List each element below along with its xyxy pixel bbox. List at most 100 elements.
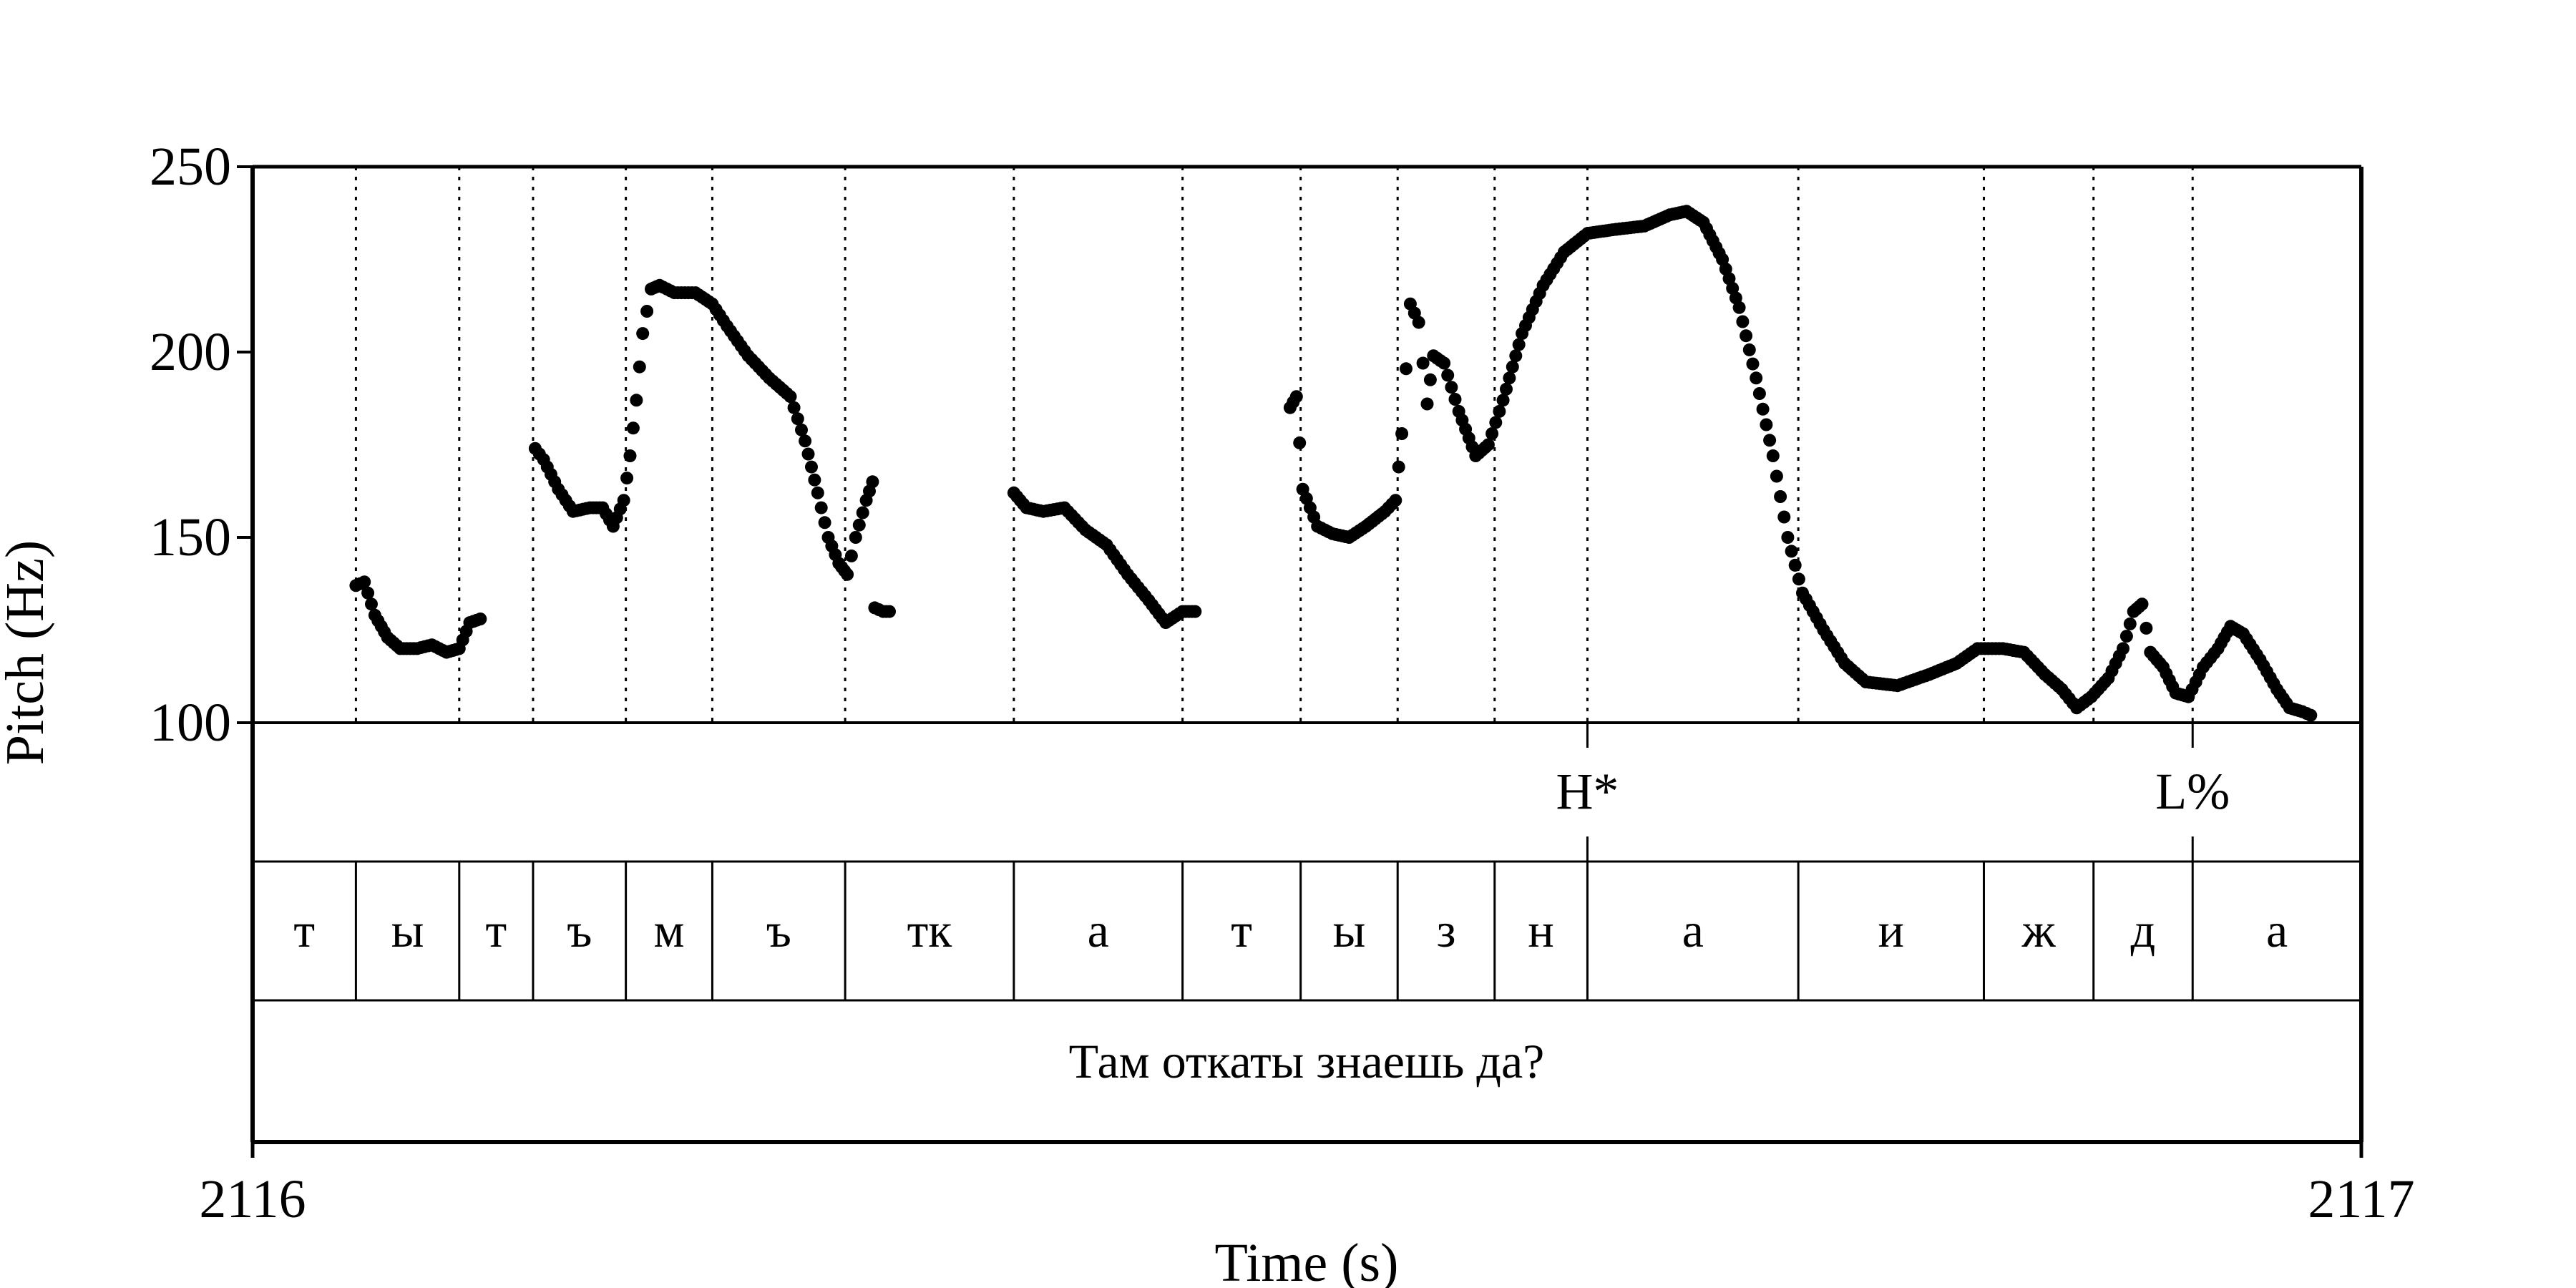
- pitch-point: [1412, 316, 1425, 329]
- pitch-point: [1746, 357, 1760, 371]
- pitch-point: [2304, 708, 2318, 722]
- pitch-point: [1506, 360, 1519, 374]
- pitch-point: [799, 434, 812, 448]
- pitch-point: [1189, 605, 1202, 618]
- pitch-point: [856, 506, 869, 519]
- pitch-point: [852, 518, 866, 532]
- pitch-point: [1509, 349, 1523, 363]
- x-axis-title: Time (s): [1215, 1233, 1399, 1288]
- pitch-point: [626, 421, 640, 435]
- segment-label: а: [1088, 903, 1109, 957]
- pitch-point: [1493, 404, 1506, 418]
- segment-label: ы: [1333, 903, 1366, 957]
- pitch-point: [1420, 397, 1434, 411]
- pitch-point: [1448, 393, 1462, 406]
- pitch-point: [1445, 381, 1458, 394]
- pitch-point: [1763, 434, 1777, 447]
- pitch-point: [1512, 338, 1526, 351]
- pitch-point: [1481, 438, 1495, 452]
- sentence-label: Там откаты знаешь да?: [1069, 1034, 1545, 1088]
- pitch-point: [1740, 329, 1753, 343]
- segment-label: ъ: [567, 903, 592, 957]
- segment-label: м: [654, 903, 685, 957]
- segment-label: ж: [2021, 903, 2057, 957]
- pitch-point: [1485, 427, 1499, 440]
- segment-label: д: [2131, 903, 2156, 957]
- y-tick-label: 100: [150, 693, 231, 753]
- pitch-point: [1389, 494, 1402, 507]
- pitch-point: [2119, 630, 2133, 643]
- y-tick-label: 200: [150, 322, 231, 382]
- pitch-point: [1489, 416, 1503, 429]
- pitch-point: [1760, 418, 1773, 431]
- pitch-point: [361, 586, 375, 600]
- pitch-point: [633, 360, 646, 374]
- pitch-point: [787, 401, 801, 414]
- pitch-point: [636, 327, 650, 341]
- segment-label: ъ: [766, 903, 791, 957]
- pitch-point: [1392, 460, 1405, 474]
- segment-boundary-grid: [354, 167, 2194, 723]
- pitch-point: [791, 412, 804, 426]
- pitch-point: [1770, 469, 1783, 483]
- pitch-point: [1732, 301, 1746, 314]
- pitch-point: [617, 494, 630, 507]
- x-tick-label: 2117: [2308, 1169, 2414, 1229]
- pitch-point: [814, 501, 828, 514]
- segment-label: а: [1682, 903, 1704, 957]
- pitch-point: [784, 390, 797, 404]
- pitch-point: [1289, 390, 1303, 404]
- segment-tier: т ы т ъ м ъ тк а т ы з н а и ж д а: [293, 862, 2288, 1000]
- pitch-point: [2135, 597, 2149, 611]
- segment-label: т: [293, 903, 315, 957]
- pitch-point: [1788, 558, 1802, 572]
- y-tick-label: 250: [150, 137, 231, 197]
- pitch-point: [849, 531, 862, 544]
- pitch-point: [1785, 545, 1798, 558]
- pitch-point: [1726, 281, 1740, 295]
- pitch-point: [623, 449, 637, 462]
- segment-label: т: [1231, 903, 1252, 957]
- pitch-point: [1752, 387, 1766, 400]
- pitch-point: [1736, 315, 1750, 328]
- pitch-point: [805, 460, 818, 474]
- y-axis: 100 150 200 250: [150, 137, 2361, 753]
- pitch-point: [811, 486, 824, 499]
- pitch-point: [1496, 394, 1510, 407]
- pitch-point: [1792, 572, 1805, 586]
- tone-label: L%: [2155, 763, 2230, 820]
- x-axis: 2116 2117: [199, 1142, 2415, 1229]
- pitch-point: [1423, 373, 1437, 386]
- segment-label: и: [1878, 903, 1904, 957]
- pitch-point: [2123, 617, 2137, 630]
- x-tick-label: 2116: [199, 1169, 306, 1229]
- y-axis-title: Pitch (Hz): [0, 540, 55, 765]
- pitch-point: [620, 472, 634, 485]
- pitch-point: [1766, 449, 1780, 462]
- pitch-point: [640, 305, 654, 318]
- pitch-point: [818, 516, 831, 530]
- segment-label: ы: [391, 903, 424, 957]
- pitch-point: [1722, 272, 1736, 286]
- pitch-point: [2140, 621, 2153, 635]
- pitch-points: [349, 205, 2318, 722]
- y-tick-label: 150: [150, 507, 231, 567]
- segment-label: тк: [907, 903, 953, 957]
- pitch-point: [474, 613, 487, 625]
- pitch-point: [630, 394, 643, 407]
- pitch-point: [1395, 427, 1409, 440]
- pitch-point: [808, 473, 821, 487]
- segment-label: з: [1437, 903, 1456, 957]
- segment-label: т: [486, 903, 507, 957]
- pitch-point: [1400, 362, 1413, 376]
- pitch-point: [365, 597, 378, 611]
- pitch-point: [1503, 371, 1516, 385]
- tone-label: H*: [1556, 763, 1619, 820]
- pitch-point: [883, 605, 896, 618]
- pitch-point: [2117, 642, 2129, 655]
- pitch-point: [1716, 253, 1729, 266]
- pitch-point: [1742, 343, 1756, 356]
- pitch-point: [1750, 371, 1763, 385]
- pitch-point: [1781, 531, 1795, 544]
